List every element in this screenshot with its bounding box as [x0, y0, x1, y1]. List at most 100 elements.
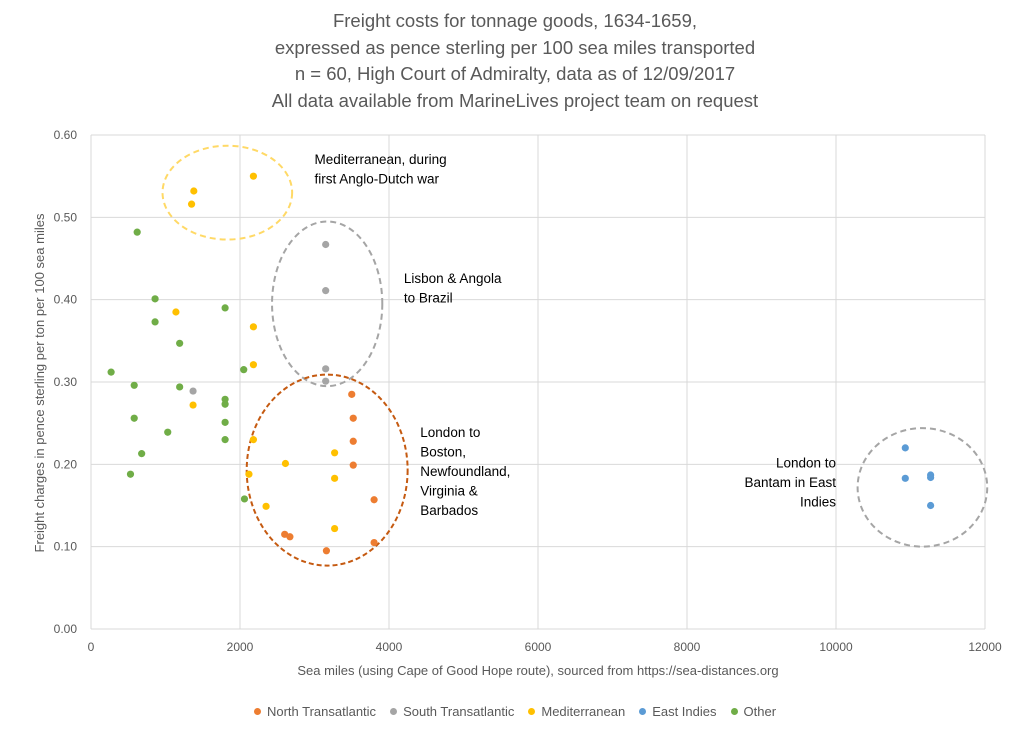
highlight-ellipse [856, 427, 989, 548]
legend-label: South Transatlantic [403, 704, 515, 719]
data-point [126, 470, 135, 478]
annotation-line: to Brazil [404, 291, 453, 306]
x-tick-label: 4000 [376, 640, 403, 654]
y-axis-title: Freight charges in pence sterling per to… [32, 213, 47, 552]
data-point [176, 383, 184, 391]
data-point [322, 287, 330, 295]
y-tick-label: 0.40 [54, 293, 78, 307]
data-point [151, 295, 159, 303]
data-point [322, 240, 330, 249]
legend-label: Mediterranean [541, 704, 626, 719]
annotation-text: Mediterranean, during first Anglo-Dutch w… [315, 152, 447, 187]
data-point [331, 449, 339, 457]
data-point [221, 400, 229, 408]
data-point [349, 414, 357, 422]
y-tick-label: 0.60 [54, 128, 78, 142]
data-point [249, 323, 258, 331]
annotation-line: Virginia & [420, 484, 478, 499]
data-point [189, 401, 197, 409]
data-point [249, 172, 258, 180]
data-point [151, 318, 159, 326]
data-point [322, 547, 331, 555]
legend-marker [390, 708, 398, 715]
x-tick-label: 12000 [968, 640, 1002, 654]
data-point [370, 496, 378, 504]
chart-title: Freight costs for tonnage goods, 1634-16… [0, 8, 1018, 114]
data-point [189, 387, 197, 395]
highlight-ellipse [245, 373, 409, 567]
data-point [133, 228, 141, 236]
legend-item: Other [730, 704, 777, 719]
data-point [348, 390, 356, 398]
legend-label: East Indies [652, 704, 717, 719]
annotation-line: Bantam in East [744, 475, 836, 490]
data-point [322, 365, 330, 373]
data-point [221, 395, 229, 403]
y-tick-label: 0.00 [54, 622, 78, 636]
data-point [245, 470, 253, 478]
data-point [130, 381, 138, 389]
data-point [240, 366, 248, 374]
data-point [249, 436, 258, 444]
data-point [138, 450, 146, 458]
data-point [927, 501, 935, 510]
annotation-text: London to Boston, Newfoundland, Virginia & B… [420, 425, 510, 518]
annotation-line: Mediterranean, during [315, 152, 447, 167]
highlight-ellipse [271, 220, 384, 388]
legend-item: South Transatlantic [390, 704, 514, 719]
legend-item: North Transatlantic [253, 704, 377, 719]
data-point [190, 187, 198, 195]
data-point [901, 474, 909, 482]
y-tick-label: 0.20 [54, 457, 78, 471]
data-point [281, 459, 290, 468]
x-tick-label: 0 [88, 640, 95, 654]
title-line: expressed as pence sterling per 100 sea … [274, 36, 756, 58]
data-point [221, 304, 229, 312]
title-line: Freight costs for tonnage goods, 1634-16… [332, 10, 698, 31]
data-point [164, 428, 172, 436]
legend-marker [639, 708, 647, 715]
annotation-text: Lisbon & Angola to Brazil [404, 271, 502, 306]
gridlines [90, 134, 986, 630]
y-tick-label: 0.10 [54, 540, 78, 554]
annotation-line: London to [420, 425, 480, 440]
highlight-ellipses [161, 144, 989, 567]
data-point [331, 474, 339, 482]
x-axis-title: Sea miles (using Cape of Good Hope route… [297, 663, 778, 678]
annotation-line: first Anglo-Dutch war [315, 171, 440, 186]
legend-label: Other [743, 704, 777, 719]
legend: North Transatlantic South Transatlantic Me… [0, 704, 1018, 719]
legend-marker [528, 708, 536, 715]
x-tick-label: 2000 [227, 640, 254, 654]
data-point [370, 538, 378, 547]
data-point [130, 414, 138, 422]
legend-item: East Indies [639, 704, 717, 719]
annotation-line: London to [776, 456, 836, 471]
title-line: All data available from MarineLives proj… [271, 89, 759, 111]
data-point [901, 444, 909, 452]
data-point [176, 339, 184, 347]
highlight-ellipse [161, 144, 294, 241]
x-tick-label: 10000 [819, 640, 853, 654]
scatter-plot: 0.00 0.10 0.20 0.30 0.40 0.50 0.60 0 2000 4000 600… [32, 128, 1002, 678]
data-point [349, 437, 357, 445]
annotation-line: Boston, [420, 445, 466, 460]
data-point [927, 473, 935, 482]
x-tick-label: 6000 [525, 640, 552, 654]
data-points [107, 172, 935, 555]
data-point [187, 200, 196, 208]
data-point [322, 377, 330, 385]
axis-ticks: 0.00 0.10 0.20 0.30 0.40 0.50 0.60 0 2000 4000 600… [54, 128, 1002, 654]
x-tick-label: 8000 [674, 640, 701, 654]
legend-item: Mediterranean [528, 704, 625, 719]
annotation-line: Barbados [420, 503, 478, 518]
data-point [172, 308, 180, 316]
data-point [262, 502, 270, 510]
data-point [240, 495, 249, 503]
legend-label: North Transatlantic [266, 704, 377, 719]
data-point [221, 418, 229, 426]
data-point [286, 533, 294, 541]
title-line: n = 60, High Court of Admiralty, data as… [294, 63, 736, 84]
data-point [331, 524, 339, 533]
data-point [349, 461, 357, 469]
